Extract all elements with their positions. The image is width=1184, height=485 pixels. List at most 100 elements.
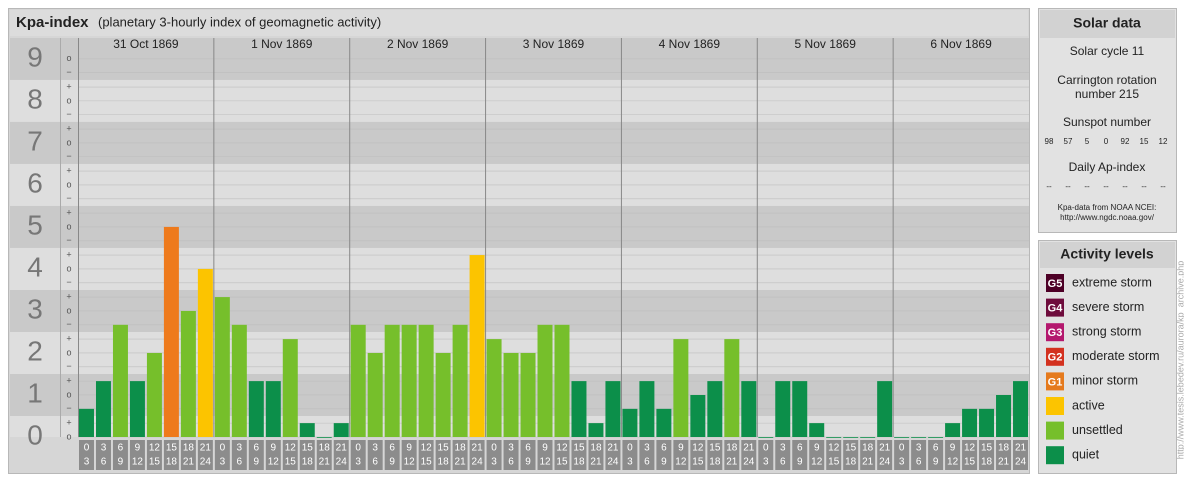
x-tick-label: 9: [950, 443, 956, 454]
day-label: 1 Nov 1869: [251, 37, 313, 51]
x-label-box: [656, 440, 672, 470]
bar: [469, 255, 485, 437]
x-tick-label: 12: [964, 443, 976, 454]
x-label-box: [673, 440, 689, 470]
x-tick-label: 15: [285, 457, 297, 468]
ap-values: --: [1103, 182, 1109, 191]
x-tick-label: 0: [491, 443, 497, 454]
bar: [741, 381, 757, 437]
x-tick-label: 9: [254, 457, 260, 468]
x-label-box: [605, 440, 621, 470]
x-tick-label: 3: [372, 443, 378, 454]
x-label-box: [1013, 440, 1028, 470]
day-label: 5 Nov 1869: [795, 37, 857, 51]
x-tick-label: 9: [135, 443, 141, 454]
x-tick-label: 18: [319, 443, 331, 454]
bar: [571, 381, 587, 437]
x-tick-label: 6: [254, 443, 260, 454]
legend-swatch: [1046, 274, 1064, 292]
x-tick-label: 3: [508, 443, 514, 454]
day-label: 3 Nov 1869: [523, 37, 585, 51]
legend-code: G1: [1048, 376, 1063, 388]
x-tick-label: 12: [811, 457, 823, 468]
x-tick-label: 15: [692, 457, 704, 468]
x-tick-label: 12: [692, 443, 704, 454]
bar: [316, 437, 332, 438]
x-tick-label: 21: [472, 443, 484, 454]
x-tick-label: 12: [149, 443, 161, 454]
x-tick-label: 18: [981, 457, 993, 468]
bar: [299, 423, 315, 437]
x-tick-label: 9: [661, 457, 667, 468]
watermark: http://www.tesis.lebedev.ru/aurora/kp_ar…: [1175, 261, 1184, 459]
x-label-box: [911, 440, 927, 470]
x-tick-label: 6: [389, 443, 395, 454]
bar: [996, 394, 1012, 437]
x-tick-label: 15: [556, 457, 568, 468]
bar: [214, 297, 230, 437]
minor-tick-label: o: [66, 95, 71, 105]
bar: [758, 437, 774, 438]
bar: [79, 408, 94, 437]
x-tick-label: 21: [183, 457, 195, 468]
x-tick-label: 18: [573, 457, 585, 468]
sunspot-numbers: 12: [1159, 137, 1168, 146]
x-tick-label: 18: [590, 443, 602, 454]
sunspot-numbers: 15: [1140, 137, 1149, 146]
bar: [622, 408, 638, 437]
bar: [129, 381, 145, 437]
x-tick-label: 3: [220, 457, 226, 468]
bar: [724, 339, 740, 437]
x-tick-label: 9: [797, 457, 803, 468]
legend-label: minor storm: [1072, 374, 1138, 388]
minor-tick-label: −: [66, 403, 71, 413]
ap-values: --: [1141, 182, 1147, 191]
x-label-box: [469, 440, 485, 470]
minor-tick-label: +: [66, 291, 71, 301]
x-tick-label: 18: [862, 443, 874, 454]
legend-label: strong storm: [1072, 324, 1141, 338]
x-label-box: [877, 440, 893, 470]
x-label-box: [571, 440, 587, 470]
legend-label: extreme storm: [1072, 275, 1152, 289]
bar: [163, 226, 179, 437]
bar: [180, 310, 196, 437]
x-label-box: [809, 440, 825, 470]
ap-values: --: [1122, 182, 1128, 191]
x-tick-label: 12: [421, 443, 433, 454]
legend-swatch: [1046, 323, 1064, 342]
x-label-box: [928, 440, 944, 470]
x-tick-label: 6: [661, 443, 667, 454]
legend-swatch: [1046, 421, 1064, 440]
x-label-box: [792, 440, 808, 470]
x-label-box: [265, 440, 281, 470]
bar: [401, 324, 417, 437]
legend-label: severe storm: [1072, 300, 1144, 314]
ap-values: --: [1084, 182, 1090, 191]
minor-tick-label: o: [66, 347, 71, 357]
bar: [979, 408, 995, 437]
day-label: 4 Nov 1869: [659, 37, 721, 51]
y-tick-label: 3: [27, 293, 43, 324]
x-tick-label: 15: [709, 443, 721, 454]
bar: [843, 437, 859, 438]
x-tick-label: 21: [336, 443, 348, 454]
x-label-box: [775, 440, 791, 470]
x-tick-label: 3: [84, 457, 90, 468]
x-tick-label: 0: [763, 443, 769, 454]
bar: [265, 381, 281, 437]
x-label-box: [350, 440, 366, 470]
x-tick-label: 0: [899, 443, 905, 454]
x-tick-label: 24: [336, 457, 348, 468]
bar: [605, 381, 621, 437]
x-label-box: [163, 440, 179, 470]
x-label-box: [707, 440, 723, 470]
x-tick-label: 15: [421, 457, 433, 468]
x-tick-label: 12: [947, 457, 959, 468]
x-tick-label: 3: [491, 457, 497, 468]
x-tick-label: 6: [916, 457, 922, 468]
bar: [945, 423, 961, 437]
solar-cycle: Solar cycle 11: [1070, 44, 1145, 58]
x-tick-label: 24: [1015, 457, 1027, 468]
x-label-box: [129, 440, 145, 470]
